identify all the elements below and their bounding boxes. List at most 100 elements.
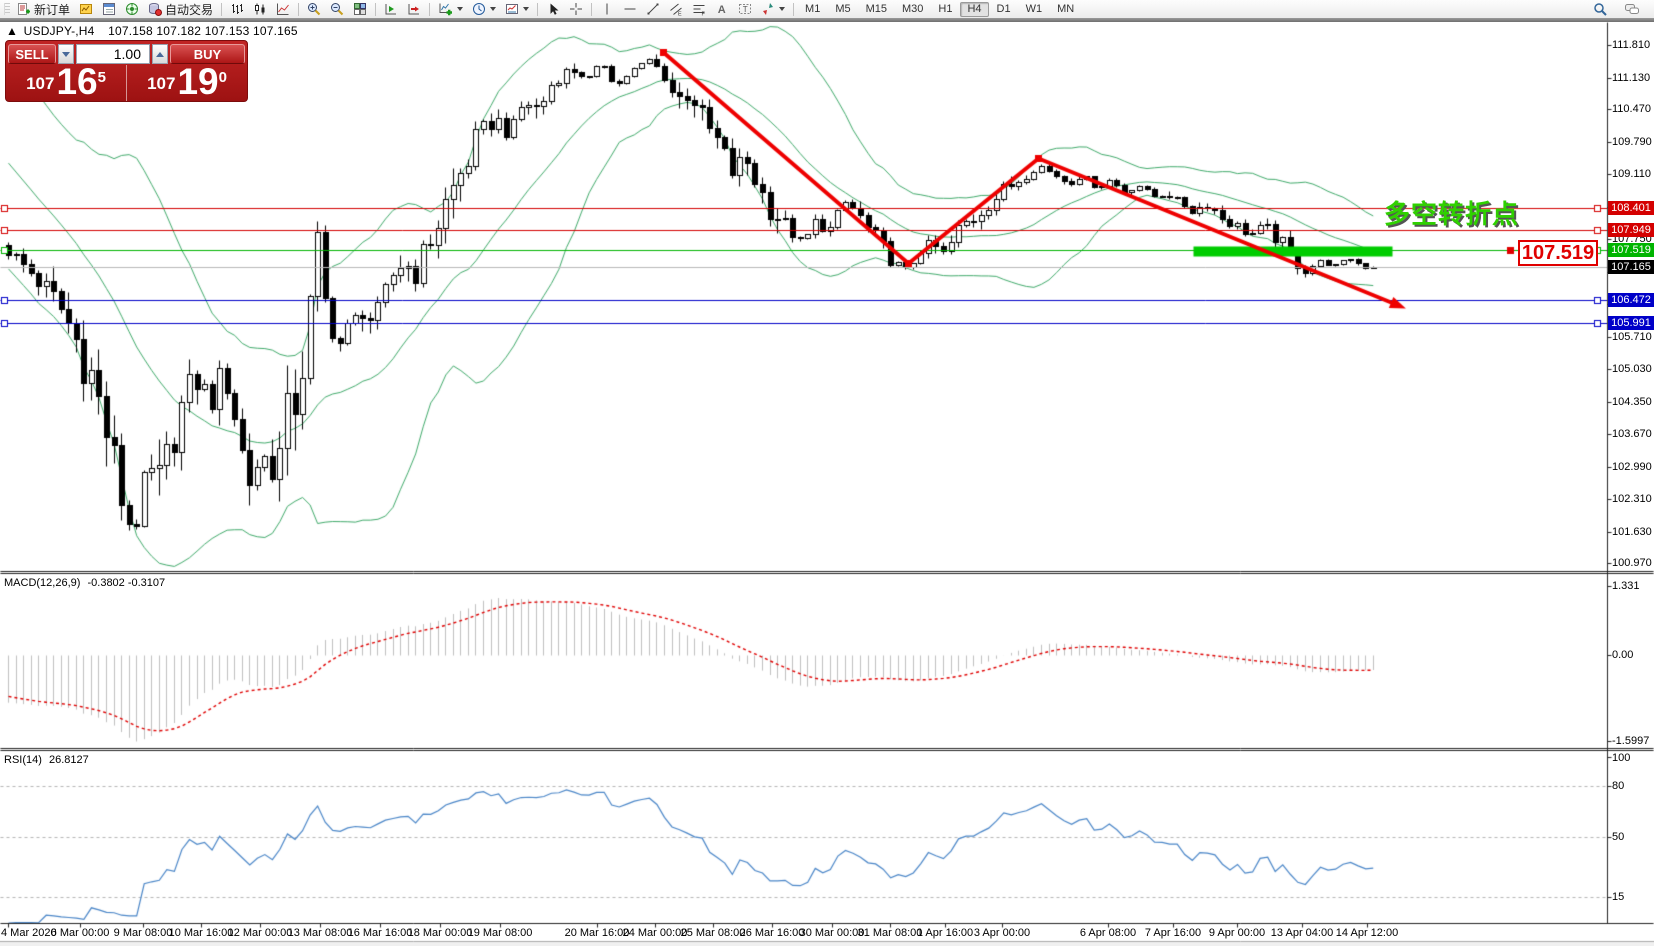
timeframe-mn-button[interactable]: MN	[1050, 2, 1081, 17]
tile-windows-icon	[354, 3, 367, 15]
zoom-in-icon	[308, 3, 321, 16]
chart-profile-icon	[80, 4, 93, 14]
timeframe-d1-button[interactable]: D1	[990, 2, 1018, 17]
timeframe-m1-button[interactable]: M1	[798, 2, 827, 17]
new-order-button[interactable]: 新订单	[13, 1, 74, 17]
bar-chart-icon	[232, 4, 244, 14]
fibonacci-icon: F	[693, 5, 706, 16]
triangle-up-icon	[156, 51, 164, 57]
volume-input[interactable]	[76, 44, 150, 64]
navigator-icon	[126, 3, 139, 15]
periods-dropdown-caret	[490, 7, 497, 11]
market-watch-button[interactable]	[98, 1, 120, 17]
indicators-icon	[439, 3, 453, 16]
navigator-button[interactable]	[121, 1, 143, 17]
timeframe-m30-button[interactable]: M30	[895, 2, 930, 17]
toolbar-separator	[298, 2, 300, 16]
fibonacci-tool-button[interactable]: F	[688, 1, 710, 17]
search-button[interactable]	[1589, 1, 1612, 17]
window-edge	[0, 18, 1654, 22]
zoom-in-button[interactable]	[303, 1, 325, 17]
sell-price-sup: 5	[97, 69, 106, 86]
bar-chart-button[interactable]	[226, 1, 248, 17]
horizontal-line-tool-button[interactable]	[619, 1, 641, 17]
svg-text:A: A	[718, 4, 726, 16]
indicators-dropdown-caret	[457, 7, 464, 11]
zoom-out-button[interactable]	[326, 1, 348, 17]
chart-profile-button[interactable]	[75, 1, 97, 17]
timeframe-group: M1 M5 M15 M30 H1 H4 D1 W1 MN	[798, 1, 1081, 17]
toolbar-separator	[221, 2, 223, 16]
equidistant-channel-tool-button[interactable]: E	[665, 1, 687, 17]
chat-icon	[1625, 4, 1639, 14]
periods-button[interactable]	[468, 1, 500, 17]
auto-scroll-icon	[408, 4, 420, 15]
volume-decrease-button[interactable]	[58, 44, 74, 64]
toolbar-separator	[375, 2, 377, 16]
zoom-out-icon	[331, 3, 344, 16]
timeframe-m15-button[interactable]: M15	[859, 2, 894, 17]
toolbar-separator	[793, 2, 795, 16]
line-chart-button[interactable]	[272, 1, 294, 17]
buy-price-prefix: 107	[147, 74, 176, 93]
sell-price-prefix: 107	[26, 74, 55, 93]
triangle-down-icon	[62, 51, 70, 57]
buy-price-big: 19	[177, 61, 219, 102]
search-icon	[1594, 2, 1607, 16]
sell-price-big: 16	[56, 61, 98, 102]
arrows-dropdown-caret	[779, 7, 786, 11]
toolbar-separator	[429, 2, 431, 16]
new-order-icon	[18, 3, 30, 15]
svg-text:E: E	[678, 12, 682, 17]
trendline-tool-button[interactable]	[642, 1, 664, 17]
toolbar-grip	[4, 3, 10, 15]
cursor-icon	[550, 3, 559, 15]
templates-icon	[506, 4, 519, 14]
equidistant-channel-icon: E	[670, 3, 682, 17]
text-label-tool-button[interactable]: T	[734, 1, 756, 17]
cursor-button[interactable]	[542, 1, 564, 17]
text-label-icon: T	[739, 4, 752, 14]
toolbar-separator	[537, 2, 539, 16]
templates-dropdown-caret	[523, 7, 530, 11]
periods-clock-icon	[473, 3, 486, 15]
timeframe-h1-button[interactable]: H1	[931, 2, 959, 17]
auto-trading-icon	[149, 3, 163, 16]
volume-increase-button[interactable]	[152, 44, 168, 64]
one-click-trade-panel: SELL BUY 107 16 5 107 19 0	[5, 40, 248, 102]
vertical-line-tool-button[interactable]	[596, 1, 618, 17]
chat-button[interactable]	[1620, 1, 1644, 17]
chart-shift-icon	[385, 4, 397, 15]
line-chart-icon	[277, 3, 289, 15]
sell-price-display[interactable]: 107 16 5	[6, 61, 127, 102]
new-order-label: 新订单	[34, 2, 71, 17]
candlestick-chart-icon	[255, 3, 265, 15]
price-label-box[interactable]: 107.519	[1518, 240, 1598, 266]
auto-scroll-button[interactable]	[403, 1, 425, 17]
text-tool-button[interactable]: A	[711, 1, 733, 17]
timeframe-w1-button[interactable]: W1	[1019, 2, 1050, 17]
crosshair-button[interactable]	[565, 1, 587, 17]
market-watch-icon	[103, 3, 116, 15]
buy-price-sup: 0	[218, 69, 227, 86]
templates-button[interactable]	[501, 1, 533, 17]
auto-trading-label: 自动交易	[165, 2, 214, 17]
candlestick-chart-button[interactable]	[249, 1, 271, 17]
text-icon: A	[718, 4, 726, 16]
chart-shift-button[interactable]	[380, 1, 402, 17]
vertical-line-icon	[606, 3, 608, 15]
trendline-icon	[647, 3, 659, 15]
tile-windows-button[interactable]	[349, 1, 371, 17]
buy-price-display[interactable]: 107 19 0	[127, 61, 247, 102]
buy-button[interactable]: BUY	[170, 44, 245, 64]
auto-trading-button[interactable]: 自动交易	[144, 1, 217, 17]
svg-text:T: T	[743, 5, 748, 14]
crosshair-icon	[570, 3, 583, 15]
indicators-button[interactable]	[434, 1, 467, 17]
arrows-tool-button[interactable]	[757, 1, 789, 17]
timeframe-h4-button[interactable]: H4	[960, 1, 989, 17]
toolbar-separator	[591, 2, 593, 16]
timeframe-m5-button[interactable]: M5	[828, 2, 857, 17]
sell-button[interactable]: SELL	[8, 44, 56, 64]
